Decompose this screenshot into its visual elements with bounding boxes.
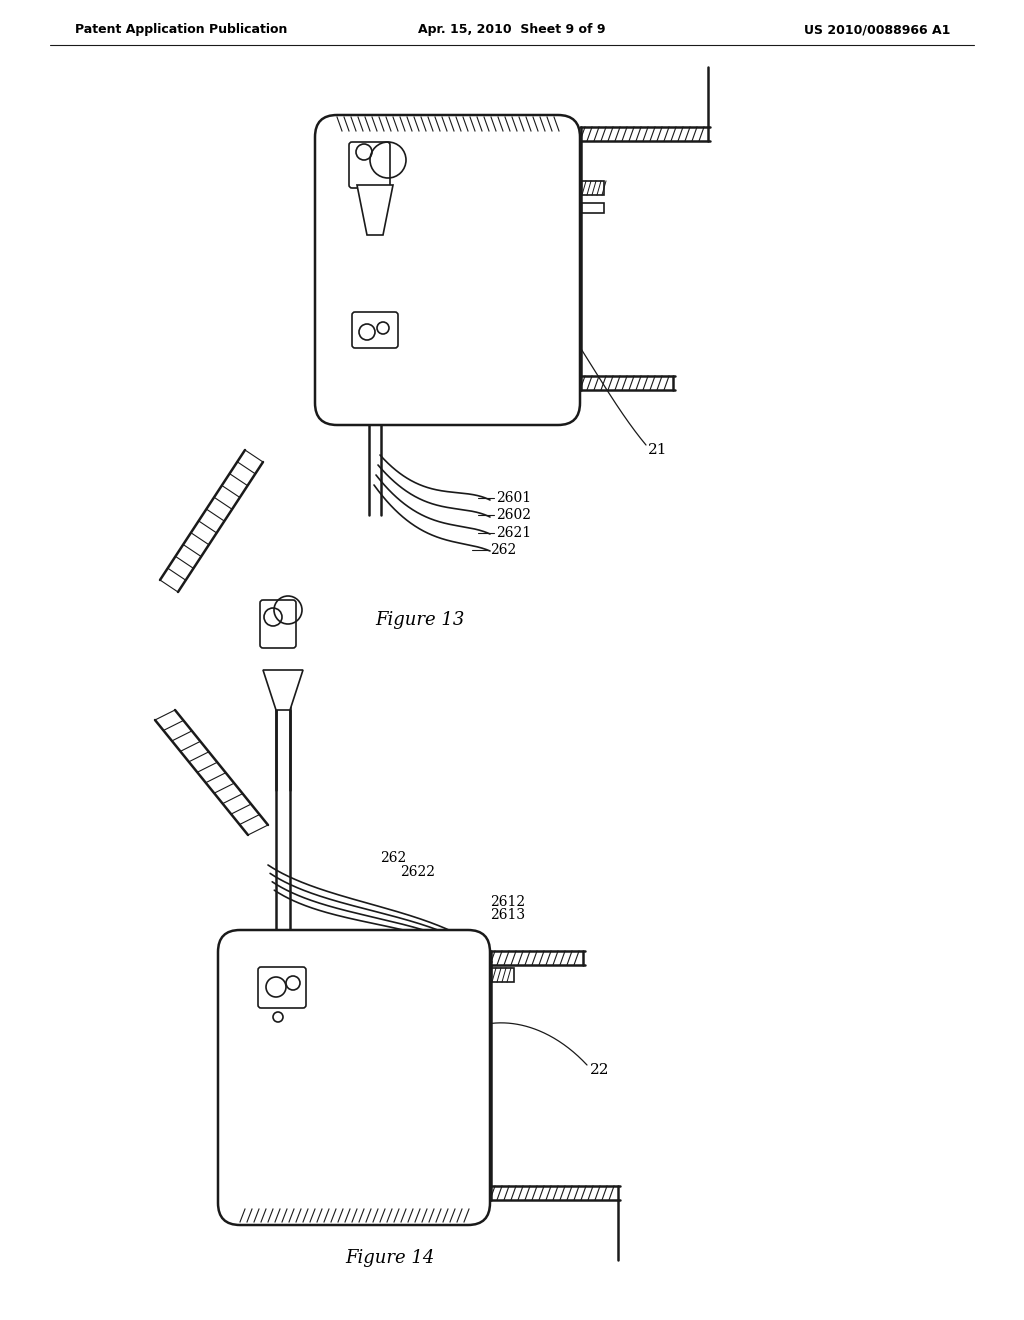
- Text: 262: 262: [490, 543, 516, 557]
- Text: Patent Application Publication: Patent Application Publication: [75, 24, 288, 37]
- Text: 262: 262: [380, 851, 407, 865]
- Text: Apr. 15, 2010  Sheet 9 of 9: Apr. 15, 2010 Sheet 9 of 9: [418, 24, 606, 37]
- Polygon shape: [263, 671, 303, 710]
- Text: US 2010/0088966 A1: US 2010/0088966 A1: [804, 24, 950, 37]
- Bar: [582, 181, 604, 195]
- Text: 2613: 2613: [490, 908, 525, 921]
- Text: Figure 13: Figure 13: [376, 611, 465, 630]
- Text: 21: 21: [648, 444, 668, 457]
- Text: 2622: 2622: [400, 865, 435, 879]
- FancyBboxPatch shape: [218, 931, 490, 1225]
- Text: 2621: 2621: [496, 525, 531, 540]
- Text: 22: 22: [590, 1063, 609, 1077]
- FancyBboxPatch shape: [260, 601, 296, 648]
- Bar: [492, 968, 514, 982]
- FancyBboxPatch shape: [258, 968, 306, 1008]
- Bar: [582, 203, 604, 213]
- Text: 2612: 2612: [490, 895, 525, 909]
- FancyBboxPatch shape: [352, 312, 398, 348]
- FancyBboxPatch shape: [349, 143, 390, 187]
- Text: Figure 14: Figure 14: [345, 1249, 434, 1267]
- Polygon shape: [357, 185, 393, 235]
- Text: 2601: 2601: [496, 491, 531, 506]
- Text: 2602: 2602: [496, 508, 531, 521]
- FancyBboxPatch shape: [315, 115, 580, 425]
